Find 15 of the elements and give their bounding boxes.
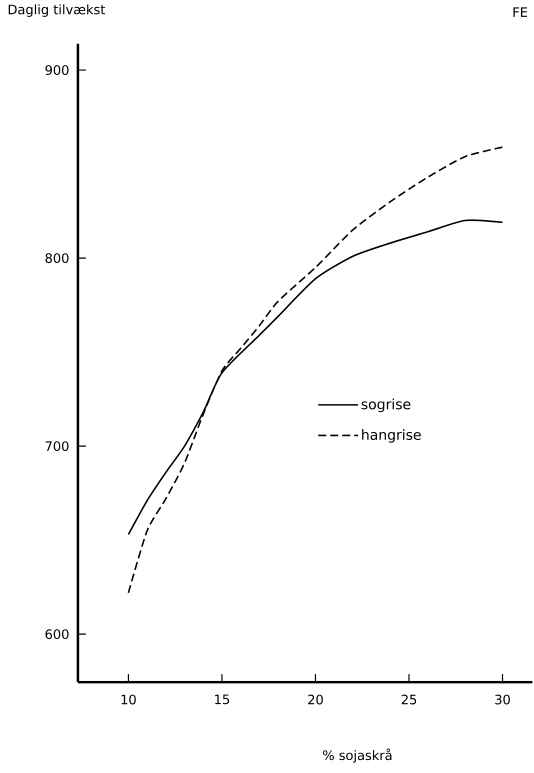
x-tick-label: 20: [308, 694, 324, 704]
y-tick-label: 600: [46, 629, 69, 640]
y-axis-title: Daglig tilvækst: [8, 4, 106, 17]
x-tick-label: 10: [122, 694, 136, 704]
y-tick-label: 800: [46, 253, 69, 264]
text: FE: [514, 7, 528, 17]
x-tick-label: 30: [495, 694, 510, 704]
y-tick-label: 700: [46, 441, 69, 452]
x-tick-label: 15: [215, 694, 230, 704]
x-axis-title: % sojaskrå: [323, 748, 392, 763]
legend-label: sogrise: [362, 398, 411, 412]
y-tick-label: 900: [46, 65, 69, 75]
x-tick-label: 25: [402, 694, 416, 704]
line-series: [128, 146, 504, 594]
legend-label: hangrise: [362, 429, 421, 443]
